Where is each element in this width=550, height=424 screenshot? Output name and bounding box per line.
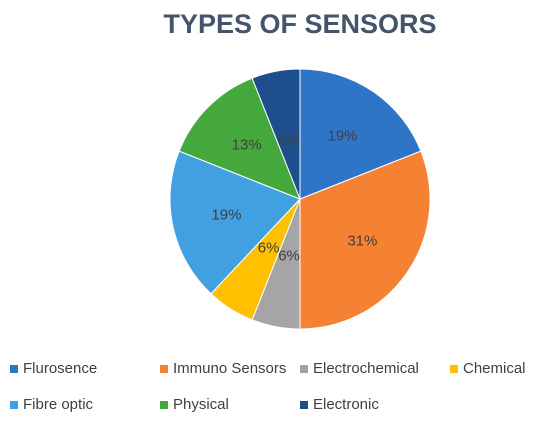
pie-slice	[251, 68, 301, 200]
legend-label: Chemical	[463, 360, 526, 377]
legend-label: Immuno Sensors	[173, 360, 286, 377]
data-label: 19%	[327, 128, 357, 145]
legend-label: Electronic	[313, 396, 379, 413]
data-label: 6%	[258, 239, 280, 256]
legend-label: Fibre optic	[23, 396, 94, 413]
legend-swatch	[300, 365, 308, 373]
pie-slice	[299, 68, 422, 200]
pie-slice	[178, 77, 301, 200]
legend-label: Electrochemical	[313, 360, 419, 377]
legend-swatch	[10, 401, 18, 409]
legend-swatch	[450, 365, 458, 373]
legend-label: Flurosence	[23, 360, 97, 377]
pie-slice	[299, 150, 431, 330]
data-label: 19%	[211, 206, 241, 223]
data-label: 13%	[232, 137, 262, 154]
legend-label: Physical	[173, 396, 229, 413]
pie-slice	[169, 150, 301, 295]
data-label: 31%	[347, 232, 377, 249]
legend-swatch	[160, 401, 168, 409]
legend-swatch	[160, 365, 168, 373]
data-label: 6%	[278, 247, 300, 264]
data-label: 6%	[278, 133, 300, 150]
legend-swatch	[300, 401, 308, 409]
legend-swatch	[10, 365, 18, 373]
chart-title: TYPES OF SENSORS	[163, 9, 436, 39]
